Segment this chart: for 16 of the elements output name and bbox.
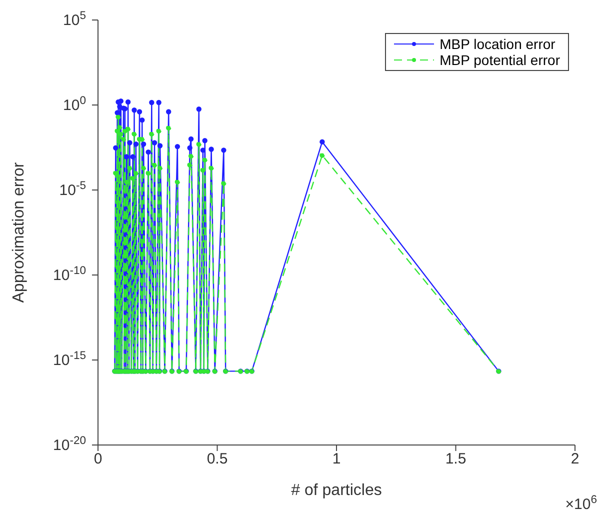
y-tick-label: 10$^{0}$ <box>63 95 86 114</box>
x-tick-label: 1.5 <box>445 450 466 468</box>
y-tick-label: 10$^{-5}$ <box>59 180 86 199</box>
y-tick-label: 10$^{5}$ <box>63 10 86 29</box>
x-tick-label: 0 <box>94 450 102 468</box>
y-axis-title: Approximation error <box>10 162 28 303</box>
text: ×10$^{6}$ <box>565 494 597 513</box>
y-tick-label: 10$^{-15}$ <box>53 350 86 369</box>
legend-label: MBP location error <box>440 36 556 52</box>
x-axis-title: # of particles <box>291 482 382 499</box>
y-tick-label: 10$^{-20}$ <box>53 435 86 454</box>
x-tick-label: 0.5 <box>206 450 228 468</box>
x-tick-label: 1 <box>332 450 341 468</box>
legend-label: MBP potential error <box>440 52 560 68</box>
y-tick-label: 10$^{-10}$ <box>53 265 86 284</box>
x-tick-label: 2 <box>570 450 580 468</box>
